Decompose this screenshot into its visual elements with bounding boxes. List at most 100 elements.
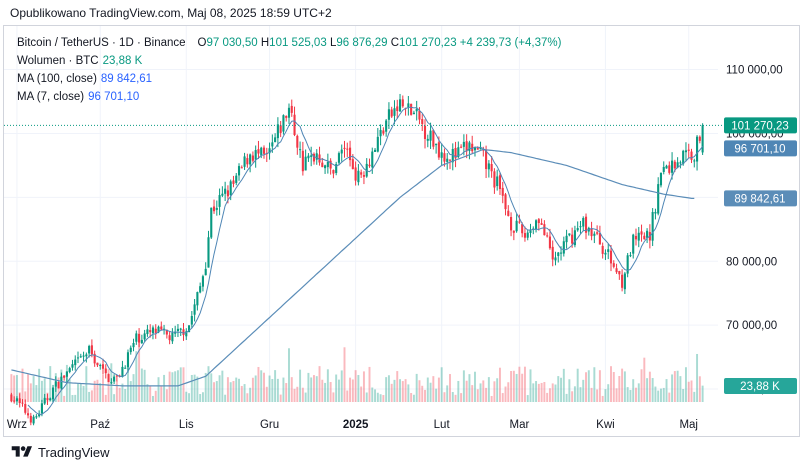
candle-body [446,158,449,162]
candle-body [626,255,629,274]
candle-body [113,376,116,382]
volume-bar [288,348,290,402]
candle-body [523,233,527,238]
candle-body [385,120,388,132]
candle-body [407,103,410,108]
volume-label: Wolumen · BTC [17,55,99,67]
candle-body [473,147,477,151]
volume-bar [343,347,346,402]
volume-bar [479,383,482,402]
x-tick-label: Lut [434,419,451,431]
candle-body [457,147,460,158]
legend-change: +4 239,73 (+4,37%) [459,37,562,49]
candle-body [268,148,271,154]
candle-body [368,164,371,167]
ma7-price-tag-bg [724,140,797,157]
volume-bar [154,390,157,402]
candle-body [171,332,174,342]
candle-body [554,257,557,261]
candle-body [448,159,452,161]
volume-bar [254,375,257,402]
volume-bar [165,389,168,402]
brand-name[interactable]: TradingView [38,444,110,460]
volume-bar [690,380,693,402]
volume-bar [665,379,668,402]
candle-body [221,193,224,196]
candle-body [54,381,57,387]
volume-bar [215,381,218,402]
volume-bar [387,375,390,402]
candle-body [662,166,665,172]
candle-body [562,241,565,254]
volume-bar [315,376,318,402]
candle-body [74,359,77,366]
volume-bar [362,371,365,402]
candle-body [418,110,421,120]
volume-bar [507,382,510,402]
tradingview-logo-icon[interactable] [10,444,34,460]
candle-body [634,235,638,240]
volume-bar [579,387,582,402]
volume-bar [224,394,227,402]
candle-body [518,221,521,223]
volume-bar [35,385,38,402]
legend-volume-row[interactable]: Wolumen · BTC 23,88 K [17,52,561,70]
candle-body [521,224,524,234]
volume-bar [132,374,135,402]
volume-bar [443,392,446,402]
volume-bar [15,375,18,402]
candle-body [13,400,16,402]
volume-bar [71,395,74,402]
candle-body [526,232,529,238]
volume-bar [410,393,413,402]
legend-ma7-row[interactable]: MA (7, close) 96 701,10 [17,88,561,106]
candle-body [279,125,282,133]
volume-bar [612,372,615,402]
volume-bar [57,377,60,402]
candle-body [321,162,324,168]
candle-body [24,403,27,413]
volume-tag: 23,88 K [740,381,780,393]
symbol-title[interactable]: Bitcoin / TetherUS · 1D · Binance [17,37,186,49]
x-tick-label: Kwi [596,419,615,431]
candle-body [632,234,635,254]
volume-bar [401,381,404,402]
legend-ma100-row[interactable]: MA (100, close) 89 842,61 [17,70,561,88]
volume-bar [249,387,252,402]
candle-body [121,366,124,378]
candle-body [557,252,560,256]
candle-body [679,162,682,164]
candle-body [676,162,679,168]
volume-bar [32,376,35,402]
volume-bar [351,379,354,402]
volume-bar [188,393,191,402]
volume-bar [610,366,612,402]
volume-bar [593,367,596,402]
candle-body [643,235,646,240]
candle-body [537,219,540,224]
volume-bar [407,384,410,402]
volume-bar [437,377,440,402]
candle-body [207,237,210,268]
candle-body [673,161,676,169]
candle-body [99,365,102,367]
volume-bar [512,370,515,402]
volume-bar [415,373,418,402]
candle-body [493,171,496,188]
volume-bar [418,380,421,402]
candle-body [393,108,396,116]
volume-bar [354,370,357,402]
candle-body [682,150,685,165]
candles[interactable] [10,93,704,426]
volume-bar [679,376,682,402]
candle-body [129,347,132,353]
candle-body [401,99,404,107]
candle-body [21,402,24,404]
ma100-label: MA (100, close) [17,73,97,85]
volume-bar [218,375,221,402]
candle-body [501,187,504,196]
volume-bar [598,370,601,402]
volume-bar [349,377,352,402]
